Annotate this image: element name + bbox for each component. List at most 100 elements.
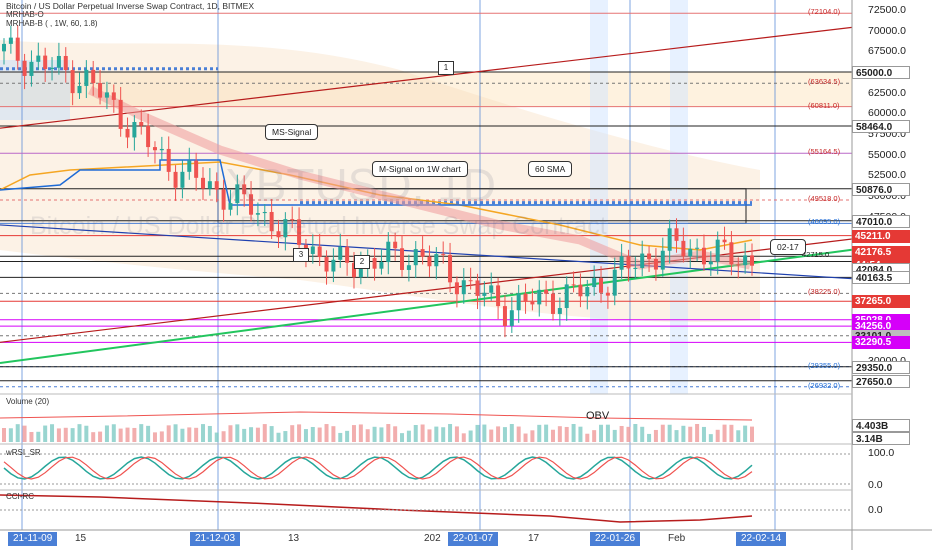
candle-body <box>194 160 199 178</box>
candle-body <box>290 219 295 221</box>
indicator-label-mrhab-b[interactable]: MRHAB-B ( , 1W, 60, 1.8) <box>6 19 98 28</box>
volume-bar <box>523 433 528 442</box>
ms-signal-callout[interactable]: MS-Signal <box>265 124 319 140</box>
candle-body <box>701 247 706 265</box>
volume-bar <box>674 430 679 442</box>
price-label[interactable]: 47010.0 <box>852 214 910 228</box>
level-annotation: (38225.0) <box>808 287 841 297</box>
volume-bar <box>695 424 700 442</box>
m-signal-1w-callout[interactable]: M-Signal on 1W chart <box>372 161 468 177</box>
price-label[interactable]: 37265.0 <box>852 295 910 309</box>
candle-body <box>708 261 713 265</box>
volume-bar <box>187 427 192 442</box>
price-label[interactable]: 29350.0 <box>852 360 910 374</box>
candle-body <box>36 55 41 62</box>
date-callout[interactable]: 02-17 <box>770 239 806 255</box>
volume-bar <box>228 425 233 442</box>
volume-bar <box>736 430 741 442</box>
price-axis-tick: 67500.0 <box>868 45 906 58</box>
candle-body <box>173 171 178 188</box>
volume-bar <box>56 428 61 442</box>
price-label[interactable]: 50876.0 <box>852 182 910 196</box>
volume-bar <box>262 424 267 442</box>
sma-60-callout[interactable]: 60 SMA <box>528 161 573 177</box>
wrsi-panel-label[interactable]: wRSI_SR <box>6 448 41 457</box>
volume-bar <box>502 427 507 442</box>
blue-trendline <box>0 224 853 280</box>
price-label[interactable]: 45211.0 <box>852 229 910 243</box>
candle-body <box>571 284 576 286</box>
candle-body <box>653 258 658 270</box>
price-axis-tick: 70000.0 <box>868 24 906 37</box>
price-label[interactable]: 27650.0 <box>852 374 910 388</box>
volume-bar <box>180 428 185 442</box>
candle-body <box>358 264 363 278</box>
volume-bar <box>269 426 274 442</box>
volume-bar <box>420 424 425 442</box>
volume-bar <box>63 427 68 442</box>
candle-body <box>249 194 254 215</box>
cci-line <box>0 494 753 523</box>
level-annotation: 42715.0 <box>802 250 830 260</box>
volume-bar <box>427 429 432 442</box>
volume-bar <box>681 425 686 442</box>
candle-body <box>235 184 240 204</box>
volume-bar <box>475 424 480 442</box>
candle-body <box>152 147 157 151</box>
volume-bar <box>36 431 41 442</box>
wrsi-line <box>3 456 753 480</box>
volume-bar <box>379 427 384 442</box>
volume-panel-label[interactable]: Volume (20) <box>6 397 50 406</box>
volume-value-2: 3.14B <box>852 432 910 445</box>
volume-bar <box>207 425 212 442</box>
price-label[interactable]: 32290.5 <box>852 336 910 350</box>
price-label[interactable]: 58464.0 <box>852 120 910 134</box>
candle-body <box>454 282 459 295</box>
volume-bar <box>489 429 494 442</box>
volume-bar <box>667 424 672 442</box>
candle-body <box>509 310 514 326</box>
obv-line <box>0 411 753 421</box>
candle-body <box>317 246 322 258</box>
indicator-label-mrhab-o[interactable]: MRHAB-O <box>6 10 44 19</box>
candle-body <box>338 246 343 260</box>
level-annotation: (49518.0) <box>808 193 841 203</box>
volume-bar <box>201 424 206 442</box>
date-axis-label: 21-11-09 <box>8 532 58 546</box>
price-label[interactable]: 42176.5 <box>852 246 910 260</box>
volume-bar <box>235 424 240 442</box>
volume-bar <box>365 429 370 442</box>
marker-2[interactable]: 2 <box>354 255 370 269</box>
candle-body <box>626 256 631 269</box>
volume-bar <box>290 425 295 442</box>
price-label[interactable]: 65000.0 <box>852 66 910 79</box>
marker-1[interactable]: 1 <box>438 61 454 75</box>
wrsi-tick-0: 0.0 <box>868 479 883 491</box>
date-axis-label: Feb <box>668 533 686 544</box>
candle-body <box>187 160 192 172</box>
candle-body <box>372 258 377 269</box>
level-annotation: (63634.5) <box>808 77 841 87</box>
candle-body <box>324 257 329 272</box>
candle-body <box>599 278 604 293</box>
marker-3[interactable]: 3 <box>293 248 309 262</box>
candle-body <box>297 219 302 245</box>
candle-body <box>564 284 569 309</box>
candle-body <box>681 240 686 257</box>
volume-bar <box>324 424 329 442</box>
candle-body <box>2 43 6 52</box>
candle-body <box>345 246 350 263</box>
candle-body <box>585 287 590 297</box>
volume-bar <box>310 426 315 442</box>
volume-bar <box>509 424 514 442</box>
candle-body <box>578 284 583 297</box>
candle-body <box>647 253 652 259</box>
price-label[interactable]: 40163.5 <box>852 271 910 285</box>
price-axis-tick: 62500.0 <box>868 86 906 99</box>
candle-body <box>660 250 665 270</box>
volume-bar <box>22 425 27 442</box>
volume-bar <box>345 430 350 442</box>
cci-panel-label[interactable]: CCI-RC <box>6 492 34 501</box>
volume-bar <box>516 426 521 442</box>
